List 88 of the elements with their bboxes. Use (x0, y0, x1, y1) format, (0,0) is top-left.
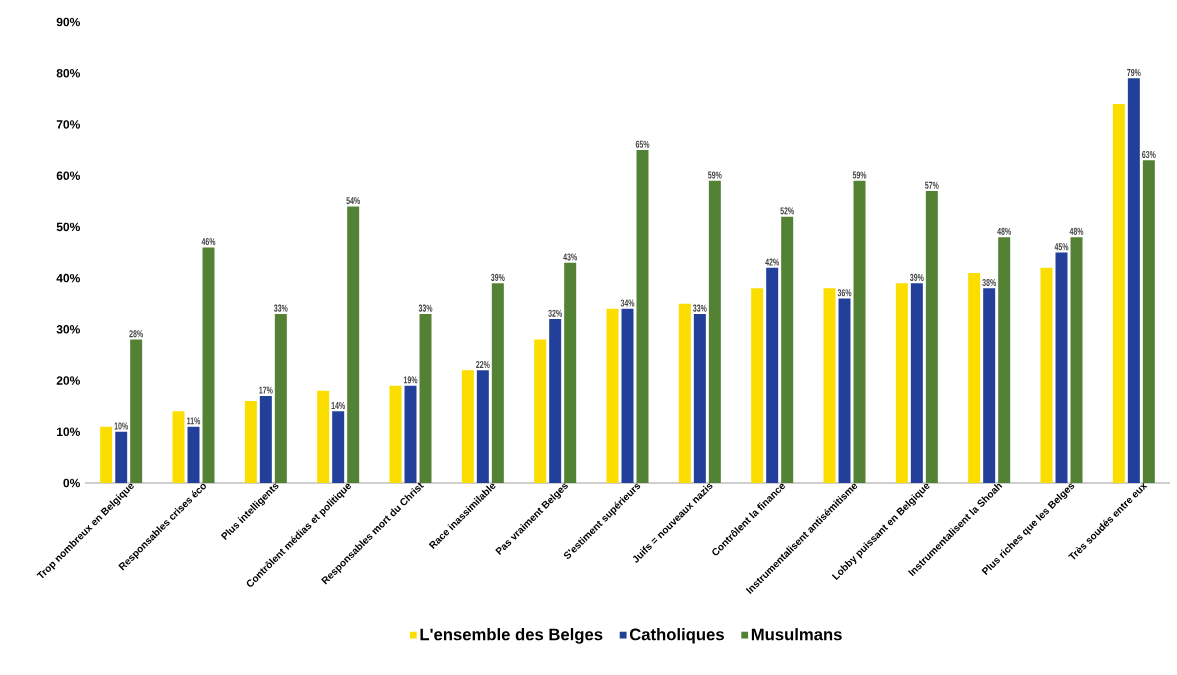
data-label: 63% (1142, 150, 1156, 159)
y-tick-label: 0% (63, 478, 80, 488)
bar (274, 313, 287, 483)
bar (187, 426, 200, 483)
data-label: 14% (331, 401, 345, 410)
data-label: 10% (114, 422, 128, 430)
y-tick-label: 30% (56, 325, 80, 334)
y-tick-label: 40% (56, 273, 80, 283)
bar (838, 298, 851, 483)
bar (606, 308, 619, 483)
bar (404, 385, 417, 483)
data-label: 57% (925, 181, 939, 189)
bar (968, 272, 981, 483)
bar (115, 431, 128, 483)
data-label: 59% (852, 171, 867, 179)
bar (910, 283, 923, 483)
bar (347, 206, 360, 483)
bar (317, 390, 330, 483)
data-label: 45% (1054, 243, 1069, 251)
bar (781, 216, 794, 483)
bar (998, 237, 1011, 483)
bar (461, 370, 474, 483)
bar (621, 308, 634, 483)
y-tick-label: 60% (56, 171, 80, 180)
legend-label: L'ensemble des Belges (420, 628, 603, 644)
data-label: 28% (129, 330, 143, 338)
legend-label: Catholiques (629, 628, 724, 644)
bar (853, 180, 866, 483)
data-label: 33% (693, 304, 707, 312)
y-tick-label: 50% (56, 222, 80, 232)
data-label: 79% (1127, 69, 1141, 77)
bar (1127, 78, 1140, 483)
data-label: 48% (997, 227, 1011, 235)
data-label: 36% (837, 289, 852, 297)
bar (534, 339, 547, 483)
bar (925, 191, 938, 483)
bar (1055, 252, 1068, 483)
bar (751, 288, 764, 483)
data-label: 22% (476, 360, 490, 369)
data-label: 42% (765, 258, 779, 266)
bar (100, 426, 113, 483)
bar (983, 288, 996, 483)
bar (636, 150, 649, 483)
bar (244, 401, 257, 483)
bar (693, 313, 706, 483)
bar (172, 411, 185, 483)
bar (1040, 267, 1053, 483)
bar (476, 370, 489, 483)
y-tick-label: 80% (56, 68, 80, 78)
y-tick-label: 70% (56, 120, 80, 129)
data-label: 33% (418, 304, 433, 312)
bar (895, 283, 908, 483)
data-label: 59% (708, 171, 722, 179)
bar (389, 385, 402, 483)
data-label: 54% (346, 197, 360, 205)
bar (419, 313, 432, 483)
y-tick-label: 90% (56, 17, 80, 27)
data-label: 32% (548, 309, 562, 317)
data-label: 48% (1069, 227, 1084, 235)
bar (259, 395, 272, 483)
data-label: 46% (201, 238, 216, 246)
data-label: 65% (635, 140, 650, 148)
data-label: 19% (403, 376, 418, 384)
data-label: 39% (910, 273, 924, 281)
data-label: 17% (259, 386, 273, 394)
data-label: 43% (563, 253, 577, 261)
bar (823, 288, 836, 483)
bar (202, 247, 215, 483)
bar (1142, 160, 1155, 483)
bar (549, 319, 562, 483)
bar (1112, 103, 1125, 483)
bar (130, 339, 143, 483)
y-tick-label: 20% (56, 376, 80, 385)
bar (564, 262, 577, 483)
bar (1070, 237, 1083, 483)
data-label: 33% (274, 304, 288, 312)
data-label: 52% (780, 207, 794, 215)
data-label: 34% (620, 299, 635, 307)
legend-label: Musulmans (751, 628, 842, 641)
data-label: 11% (187, 417, 201, 425)
data-label: 39% (491, 273, 505, 281)
bar (708, 180, 721, 483)
bar (678, 303, 691, 483)
data-label: 38% (982, 279, 996, 287)
y-tick-label: 10% (57, 427, 80, 437)
bar (491, 283, 504, 483)
bar (332, 411, 345, 483)
bar (766, 267, 779, 483)
